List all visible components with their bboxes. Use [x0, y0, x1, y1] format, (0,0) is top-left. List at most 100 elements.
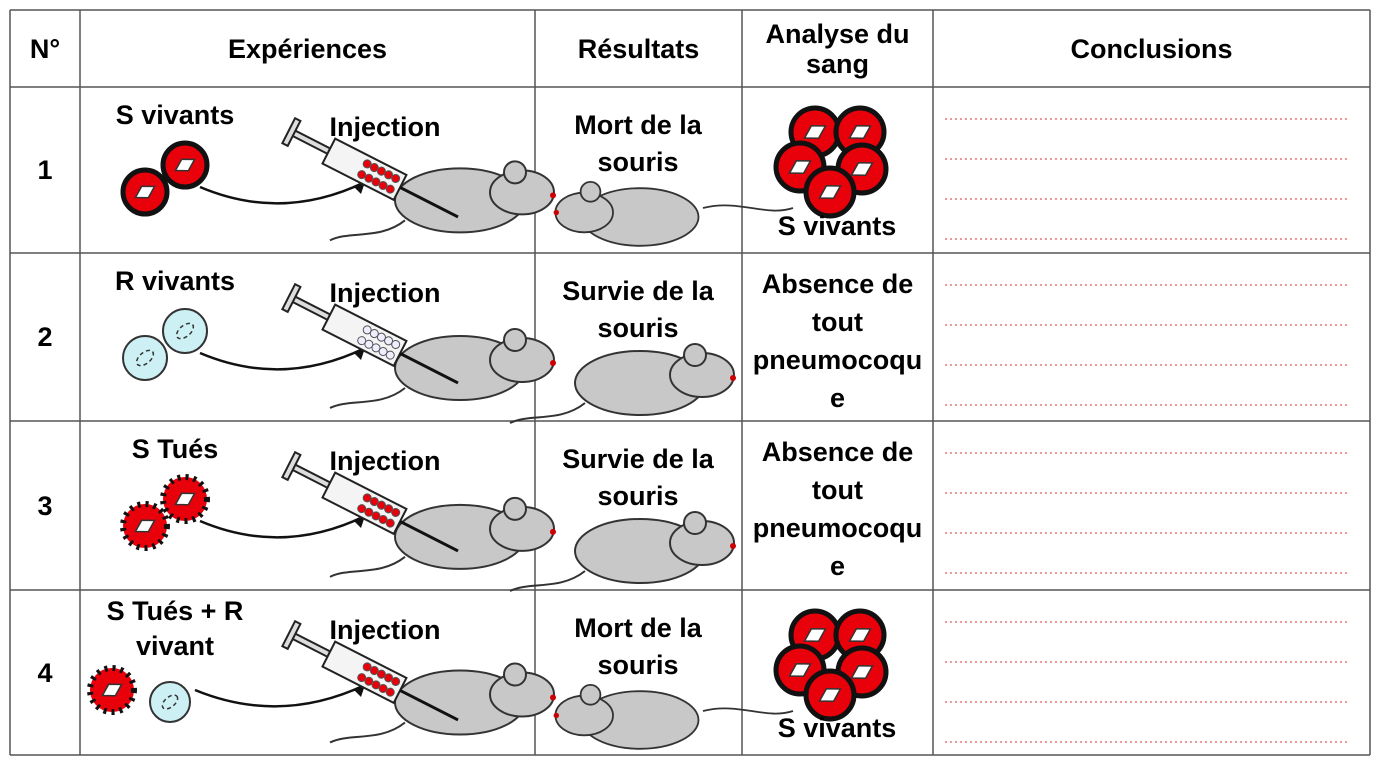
mouse-tail [329, 219, 406, 242]
arrow [199, 514, 366, 539]
injection-label: Injection [329, 112, 441, 142]
bacterium-core [788, 160, 812, 174]
syringe-dot [385, 518, 395, 528]
row-number: 3 [37, 490, 53, 521]
bacterium-core [175, 322, 195, 340]
bacteria-label: S vivants [115, 100, 235, 130]
mouse-nose [730, 375, 736, 381]
arrow [199, 346, 366, 371]
arrow-head [353, 182, 365, 194]
bacterium-core [850, 665, 874, 679]
header-cell: Analyse du sang [765, 18, 910, 79]
mouse-ear [683, 511, 707, 535]
mouse [509, 343, 736, 424]
mouse-nose [550, 192, 556, 199]
arrow-head [353, 516, 365, 528]
syringe-needle [399, 520, 459, 553]
mouse-tail [509, 570, 586, 592]
syringe-handle [281, 116, 302, 148]
syringe-needle [399, 689, 459, 722]
bacterium-core [174, 158, 196, 172]
syringe-dot [391, 173, 401, 183]
bacterium-body [122, 335, 168, 381]
injection-label: Injection [329, 278, 441, 308]
bacterium [803, 165, 857, 219]
syringe-dot [391, 507, 401, 517]
mouse [553, 683, 794, 750]
analysis-text: Absence de tout pneumocoque [752, 269, 923, 413]
bacteria-label: S Tués [131, 434, 219, 464]
mouse [509, 511, 736, 592]
mouse-nose [553, 712, 559, 719]
bacterium [120, 167, 170, 217]
header-cell: N° [29, 33, 61, 64]
bacterium-body [162, 308, 208, 354]
bacterium [149, 681, 191, 723]
header-cell: Conclusions [1070, 33, 1233, 64]
header-cell: Expériences [227, 33, 388, 64]
syringe-dot [391, 339, 401, 349]
bacterium-core [803, 125, 827, 139]
syringe-needle [399, 186, 459, 219]
bacterium-core [134, 185, 156, 199]
result-text: Mort de la souris [574, 110, 702, 177]
bacterium [87, 665, 137, 715]
injection-label: Injection [329, 615, 441, 645]
bacterium-core [135, 349, 155, 367]
syringe-needle [399, 352, 459, 385]
bacterium [162, 308, 208, 354]
mouse-ear [503, 160, 527, 185]
arrow-head [353, 348, 365, 360]
bacterium [120, 501, 170, 551]
bacteria-label: S Tués + R vivant [106, 596, 244, 661]
bacterium-core [134, 519, 156, 533]
syringe-dot [391, 676, 401, 686]
bacteria-label: R vivants [114, 266, 236, 296]
bacterium-core [850, 162, 874, 176]
mouse-ear [503, 496, 527, 521]
mouse [329, 160, 556, 242]
arrow [199, 180, 366, 205]
syringe [281, 450, 459, 553]
bacterium [160, 140, 210, 190]
syringe [281, 619, 459, 722]
mouse-ear [503, 662, 527, 687]
mouse-nose [730, 543, 736, 549]
row-number: 1 [37, 155, 53, 185]
mouse-ear [579, 180, 602, 203]
analysis-text: S vivants [777, 713, 897, 743]
bacterium-core [788, 663, 812, 677]
mouse [553, 180, 794, 247]
mouse-ear [683, 343, 707, 367]
syringe-handle [281, 282, 302, 314]
row-number: 2 [37, 322, 53, 352]
mouse-tail [329, 556, 406, 578]
bacterium [803, 668, 857, 722]
bacterium-core [818, 688, 842, 702]
mouse-tail [702, 707, 794, 715]
bacterium-body [149, 681, 191, 723]
bacterium-core [803, 628, 827, 642]
mouse-nose [553, 209, 559, 216]
syringe-dot [385, 184, 395, 194]
bacterium [122, 335, 168, 381]
syringe [281, 116, 459, 219]
result-text: Survie de la souris [562, 276, 714, 343]
bacterium-core [174, 492, 196, 506]
bacterium-core [848, 125, 872, 139]
mouse [329, 662, 556, 744]
mouse-nose [550, 694, 556, 701]
mouse [329, 328, 556, 409]
bacterium-core [848, 628, 872, 642]
injection-label: Injection [329, 446, 441, 476]
mouse-tail [329, 721, 406, 744]
syringe-dot [385, 687, 395, 697]
header-cell: Résultats [577, 33, 700, 64]
result-text: Survie de la souris [562, 444, 714, 511]
mouse-ear [579, 683, 602, 706]
mouse-tail [329, 387, 406, 409]
result-text: Mort de la souris [574, 613, 702, 680]
arrow [194, 683, 366, 708]
